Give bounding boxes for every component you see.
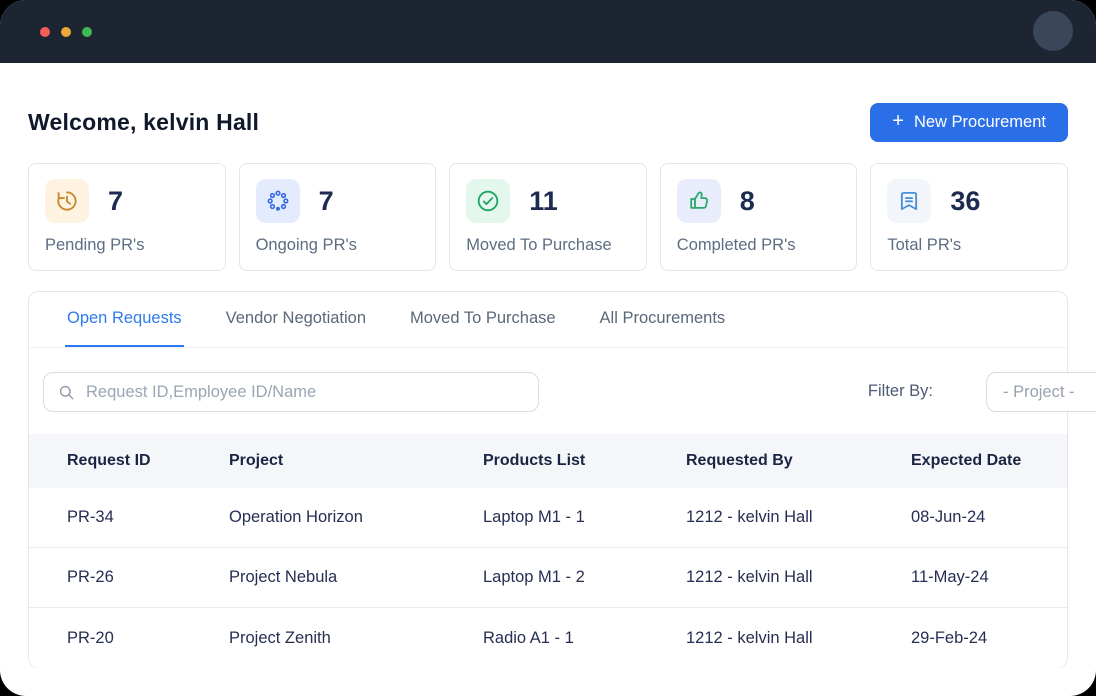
bookmark-file-icon <box>887 179 932 223</box>
stat-card-total-pr-s[interactable]: 36 Total PR's <box>870 163 1068 271</box>
stat-label: Completed PR's <box>676 236 796 254</box>
table-cell: 08-Jun-24 <box>911 508 986 526</box>
main-content: Welcome, kelvin Hall + New Procurement 7… <box>0 102 1096 668</box>
column-header: Products List <box>483 452 586 469</box>
stat-card-moved-to-purchase[interactable]: 11 Moved To Purchase <box>449 163 647 271</box>
stat-value: 36 <box>950 185 981 216</box>
table-cell: Project Zenith <box>229 628 331 647</box>
tab-open-requests[interactable]: Open Requests <box>65 292 184 347</box>
stat-value: 8 <box>739 185 755 216</box>
tab-moved-to-purchase[interactable]: Moved To Purchase <box>410 309 556 327</box>
table-cell: 1212 - kelvin Hall <box>686 568 813 586</box>
column-header: Project <box>229 452 284 469</box>
stat-label: Pending PR's <box>45 236 145 254</box>
stat-value: 11 <box>529 185 558 216</box>
filter-row: Filter By: - Project - <box>29 348 1096 434</box>
table-body: PR-34 Operation Horizon Laptop M1 - 1 1212 … <box>29 488 1067 668</box>
history-clock-icon <box>45 179 89 223</box>
column-header: Expected Date <box>911 452 1022 469</box>
table-cell: 11-May-24 <box>911 568 989 586</box>
table-cell: Operation Horizon <box>229 508 363 526</box>
stat-label: Total PR's <box>887 236 962 254</box>
tab-bar: Open Requests Vendor Negotiation Moved To … <box>29 292 1067 348</box>
plus-icon: + <box>892 110 904 132</box>
filter-by-label: Filter By: <box>867 382 933 400</box>
table-cell: Laptop M1 - 1 <box>483 508 585 526</box>
table-row[interactable]: PR-26 Project Nebula Laptop M1 - 2 1212 - k… <box>29 548 1067 608</box>
table-cell: 1212 - kelvin Hall <box>686 628 813 647</box>
project-filter-value: - Project - <box>1003 382 1075 401</box>
check-circle-icon <box>466 179 511 223</box>
table-header: Request ID Project Products List Requested … <box>29 434 1067 488</box>
window-titlebar <box>0 0 1096 63</box>
thumbs-up-icon <box>676 179 721 223</box>
column-header: Request ID <box>67 452 151 469</box>
stat-label: Ongoing PR's <box>255 236 357 254</box>
spinner-dots-icon <box>255 179 300 223</box>
project-filter-select[interactable]: - Project - <box>986 372 1096 412</box>
window-controls <box>40 26 92 37</box>
stat-cards-row: 7 Pending PR's 7 Ongoing PR's 11 Moved T… <box>28 163 1068 271</box>
table-cell: PR-34 <box>67 508 114 526</box>
new-procurement-button[interactable]: + New Procurement <box>870 102 1068 142</box>
table-cell: PR-26 <box>67 568 114 586</box>
user-avatar[interactable] <box>1033 11 1073 51</box>
table-cell: 1212 - kelvin Hall <box>686 508 813 526</box>
stat-card-ongoing-pr-s[interactable]: 7 Ongoing PR's <box>238 163 437 271</box>
table-cell: Laptop M1 - 2 <box>483 568 585 586</box>
stat-value: 7 <box>318 185 334 216</box>
maximize-window-icon[interactable] <box>82 26 92 37</box>
stat-value: 7 <box>108 185 124 216</box>
table-cell: Project Nebula <box>229 568 338 586</box>
search-box <box>43 372 539 412</box>
stat-card-pending-pr-s[interactable]: 7 Pending PR's <box>28 163 226 271</box>
stat-label: Moved To Purchase <box>466 236 612 254</box>
tab-all-procurements[interactable]: All Procurements <box>599 309 726 327</box>
close-window-icon[interactable] <box>40 26 50 37</box>
search-icon <box>59 385 74 400</box>
search-input[interactable] <box>76 373 538 411</box>
table-cell: Radio A1 - 1 <box>483 628 574 647</box>
column-header: Requested By <box>686 452 793 469</box>
minimize-window-icon[interactable] <box>61 26 71 37</box>
tab-vendor-negotiation[interactable]: Vendor Negotiation <box>225 309 367 327</box>
table-cell: 29-Feb-24 <box>911 628 988 647</box>
table-row[interactable]: PR-34 Operation Horizon Laptop M1 - 1 1212 … <box>29 488 1067 548</box>
procurements-panel: Open Requests Vendor Negotiation Moved To … <box>28 291 1096 668</box>
table-cell: PR-20 <box>67 628 114 647</box>
table-row[interactable]: PR-20 Project Zenith Radio A1 - 1 1212 - ke… <box>29 608 1067 668</box>
stat-card-completed-pr-s[interactable]: 8 Completed PR's <box>659 163 858 271</box>
new-procurement-label: New Procurement <box>913 112 1046 131</box>
page-title: Welcome, kelvin Hall <box>28 108 260 135</box>
